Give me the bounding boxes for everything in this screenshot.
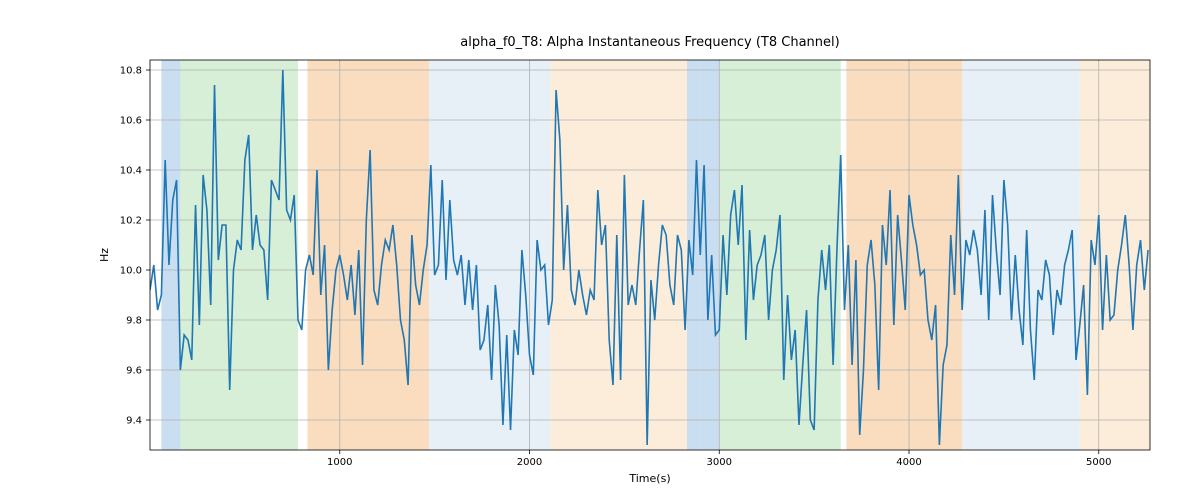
x-axis-label: Time(s) (628, 472, 670, 485)
epoch-band (700, 60, 719, 450)
y-tick-label: 9.8 (126, 316, 142, 327)
epoch-band (846, 60, 962, 450)
y-tick-label: 9.4 (126, 416, 142, 427)
x-tick-label: 1000 (327, 457, 352, 468)
y-tick-label: 9.6 (126, 366, 142, 377)
x-tick-label: 5000 (1086, 457, 1111, 468)
x-tick-label: 2000 (517, 457, 542, 468)
y-tick-label: 10.2 (120, 216, 142, 227)
y-axis-label: Hz (98, 248, 111, 262)
chart-title: alpha_f0_T8: Alpha Instantaneous Frequen… (460, 35, 839, 50)
epoch-band (550, 60, 687, 450)
y-tick-label: 10.0 (120, 266, 142, 277)
y-tick-label: 10.6 (120, 116, 142, 127)
epoch-band (962, 60, 1080, 450)
y-tick-label: 10.8 (120, 66, 142, 77)
y-tick-label: 10.4 (120, 166, 142, 177)
x-tick-label: 3000 (707, 457, 732, 468)
x-tick-label: 4000 (896, 457, 921, 468)
epoch-band (180, 60, 298, 450)
